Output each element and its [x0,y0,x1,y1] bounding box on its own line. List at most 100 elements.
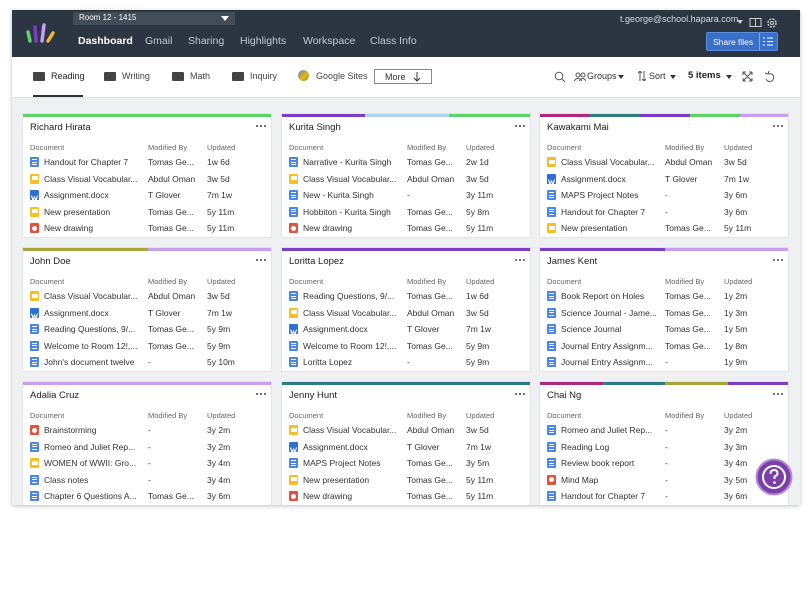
word-glyph [289,446,298,454]
document-name[interactable]: Journal Entry Assignm... [561,340,653,351]
document-name[interactable]: Reading Questions, 9/... [303,291,395,301]
tab[interactable]: Google Sites [316,71,368,81]
view-icons[interactable] [742,71,782,83]
document-name[interactable]: Science Journal [561,324,622,334]
document-name[interactable]: Reading Log [561,441,610,452]
tab[interactable]: Math [190,71,211,81]
student-name[interactable]: Jenny Hunt [289,390,338,401]
menu-dot [773,393,775,395]
nav-item[interactable]: Dashboard [78,35,133,47]
nav-item[interactable]: Class Info [370,35,417,47]
document-name[interactable]: Review book report [561,458,635,468]
card-menu[interactable] [255,123,267,129]
document-name[interactable]: Class Visual Vocabular... [303,425,397,435]
document-name[interactable]: Handout for Chapter 7 [561,206,646,217]
document-name[interactable]: Class Visual Vocabular... [44,291,138,301]
student-name[interactable]: Chai Ng [547,390,582,401]
document-name[interactable]: Narrative - Kurita Singh [303,157,392,167]
file-icon [547,441,556,452]
file-icon [289,223,298,233]
document-name[interactable]: MAPS Project Notes [561,190,639,200]
document-name[interactable]: Class Visual Vocabular... [303,307,397,318]
document-name[interactable]: Handout for Chapter 7 [561,491,646,501]
updated: 3w 5d [466,173,489,184]
card-menu[interactable] [255,391,267,397]
document-name[interactable]: Romeo and Juliet Rep... [44,441,136,452]
document-name[interactable]: New drawing [303,223,353,233]
tab[interactable]: Writing [122,71,150,81]
document-name[interactable]: New presentation [303,474,370,485]
document-name[interactable]: Welcome to Room 12!,... [44,340,138,351]
document-name[interactable]: John's document twelve [44,357,135,367]
document-name[interactable]: Handout for Chapter 7 [44,157,129,167]
document-name[interactable]: Romeo and Juliet Rep... [561,425,653,435]
card-menu[interactable] [255,257,267,263]
card-menu[interactable] [772,257,784,263]
document-name[interactable]: New presentation [561,223,628,233]
icon-line [549,359,554,360]
document-name[interactable]: Chapter 6 Questions A... [44,491,137,501]
column-header: Document [547,143,582,152]
document-name[interactable]: Assignment.docx [561,173,626,184]
toolbar: More Groups Sort 5 items Reading Writing M… [12,57,800,98]
document-name[interactable]: Hobbiton - Kurita Singh [303,206,391,217]
updated: 3y 2m [207,425,231,435]
updated: 2w 1d [466,157,489,167]
document-name[interactable]: MAPS Project Notes [303,458,381,468]
document-name[interactable]: WOMEN of WWII: Gro... [44,458,137,468]
document-name[interactable]: Class Visual Vocabular... [303,173,397,184]
document-name[interactable]: New - Kurita Singh [303,190,374,200]
student-name[interactable]: John Doe [30,256,71,267]
card-menu[interactable] [514,391,526,397]
item-count-menu[interactable]: 5 items [688,70,721,81]
nav-item[interactable]: Highlights [240,35,287,47]
document-name[interactable]: Assignment.docx [303,441,368,452]
file-icon [289,458,298,468]
column-header: Document [547,277,582,286]
help-button[interactable] [755,458,793,496]
document-name[interactable]: New drawing [44,223,94,233]
student-name[interactable]: James Kent [547,256,598,267]
menu-dot [260,393,262,395]
document-name[interactable]: Assignment.docx [303,324,368,334]
icon-slide [290,427,297,432]
document-name[interactable]: New drawing [303,491,353,501]
student-name[interactable]: Kurita Singh [289,122,341,133]
nav-item[interactable]: Workspace [303,35,356,47]
document-name[interactable]: Class Visual Vocabular... [561,157,655,167]
student-name[interactable]: Adalia Cruz [30,390,80,401]
document-name[interactable]: Mind Map [561,474,599,485]
search-icon[interactable] [554,71,566,83]
document-name[interactable]: Book Report on Holes [561,291,645,301]
document-name[interactable]: Brainstorming [44,425,97,435]
document-name[interactable]: New presentation [44,206,111,217]
nav-item[interactable]: Gmail [145,35,173,47]
card-menu[interactable] [772,391,784,397]
user-email[interactable]: t.george@school.hapara.com [620,14,739,24]
room-select[interactable]: Room 12 - 1415 [73,12,235,25]
student-name[interactable]: Loritta Lopez [289,256,344,267]
card-menu[interactable] [514,123,526,129]
student-name[interactable]: Kawakami Mai [547,122,609,133]
document-name[interactable]: Science Journal - Jame... [561,307,657,318]
document-name[interactable]: Class Visual Vocabular... [44,173,138,184]
document-name[interactable]: Loritta Lopez [303,357,353,367]
groups-menu[interactable]: Groups [587,71,617,81]
card-menu[interactable] [772,123,784,129]
sort-menu[interactable]: Sort [649,71,666,81]
document-name[interactable]: Class notes [44,474,89,485]
icon-line [549,427,554,428]
student-name[interactable]: Richard Hirata [30,122,91,133]
file-icon [30,357,39,367]
share-files-button[interactable]: Share files [706,32,778,51]
more-button[interactable]: More [374,69,432,84]
document-name[interactable]: Journal Entry Assignm... [561,357,653,367]
tab[interactable]: Inquiry [250,71,278,81]
nav-item[interactable]: Sharing [188,35,225,47]
card-menu[interactable] [514,257,526,263]
document-name[interactable]: Welcome to Room 12!,... [303,340,397,351]
document-name[interactable]: Assignment.docx [44,307,109,318]
tab[interactable]: Reading [51,71,85,81]
document-name[interactable]: Reading Questions, 9/... [44,324,136,334]
document-name[interactable]: Assignment.docx [44,190,109,200]
